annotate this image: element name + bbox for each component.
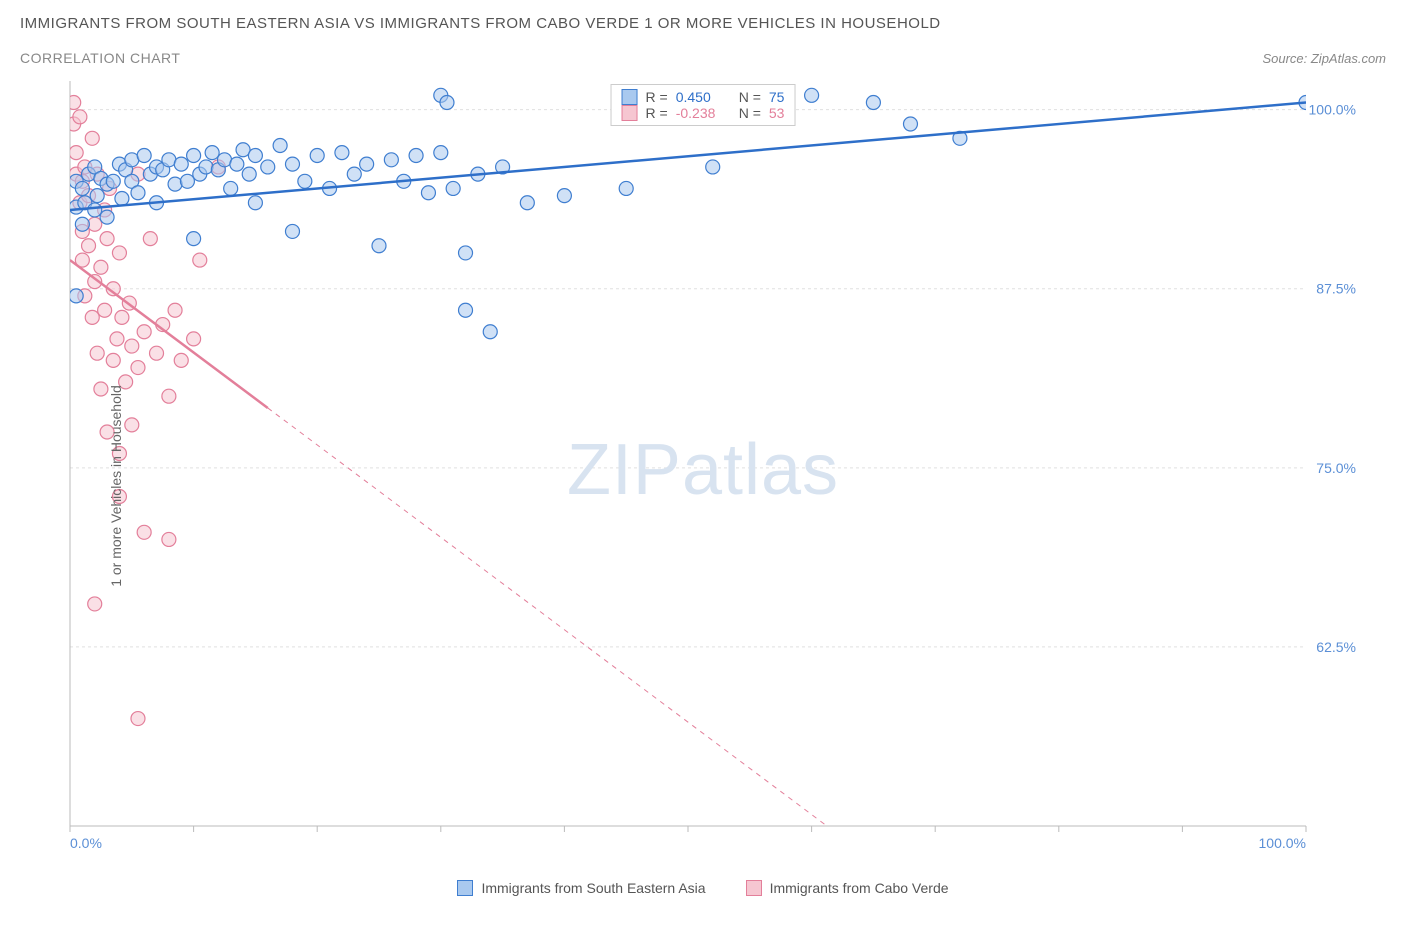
svg-text:0.0%: 0.0% [70,835,102,851]
n-value: 53 [769,105,785,121]
r-label: R = [646,105,668,121]
legend-label: Immigrants from Cabo Verde [770,880,949,896]
svg-text:75.0%: 75.0% [1316,460,1356,476]
n-label: N = [739,105,761,121]
svg-text:100.0%: 100.0% [1259,835,1306,851]
r-label: R = [646,89,668,105]
source-label: Source: ZipAtlas.com [1262,51,1386,66]
legend-swatch [622,105,638,121]
r-value: -0.238 [676,105,731,121]
legend-label: Immigrants from South Eastern Asia [481,880,705,896]
subtitle-row: CORRELATION CHART Source: ZipAtlas.com [20,50,1386,66]
scatter-chart: 62.5% 75.0% 87.5% 100.0% 0.0% 100.0% [20,76,1386,866]
svg-text:87.5%: 87.5% [1316,281,1356,297]
correlation-legend: R = 0.450 N = 75 R = -0.238 N = 53 [611,84,796,126]
n-label: N = [739,89,761,105]
r-value: 0.450 [676,89,731,105]
series-legend: Immigrants from South Eastern Asia Immigr… [20,880,1386,896]
legend-swatch [746,880,762,896]
n-value: 75 [769,89,785,105]
legend-item: Immigrants from South Eastern Asia [457,880,705,896]
svg-text:62.5%: 62.5% [1316,639,1356,655]
legend-swatch [622,89,638,105]
chart-container: 1 or more Vehicles in Household 62.5% 75.… [20,76,1386,896]
chart-subtitle: CORRELATION CHART [20,50,180,66]
legend-item: Immigrants from Cabo Verde [746,880,949,896]
chart-title: IMMIGRANTS FROM SOUTH EASTERN ASIA VS IM… [20,15,1386,32]
legend-stat-row: R = 0.450 N = 75 [622,89,785,105]
y-axis-label: 1 or more Vehicles in Household [108,385,124,587]
legend-stat-row: R = -0.238 N = 53 [622,105,785,121]
svg-text:100.0%: 100.0% [1309,102,1356,118]
legend-swatch [457,880,473,896]
